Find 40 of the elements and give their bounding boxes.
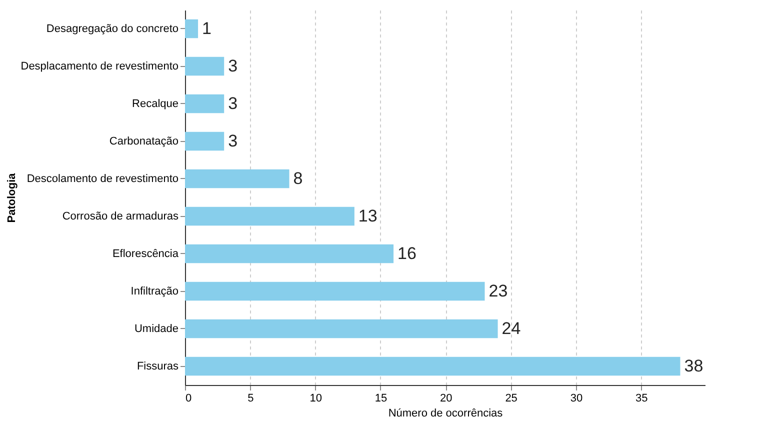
y-tick-label: Infiltração [130,285,178,298]
data-label: 13 [358,206,378,226]
bar [185,94,224,114]
x-tick-label: 10 [310,392,322,404]
y-tick-label: Descolamento de revestimento [26,172,178,185]
y-tick-label: Umidade [134,322,178,335]
y-tick-label: Desagregação do concreto [46,22,178,35]
x-tick-label: 20 [440,392,452,404]
data-label: 1 [202,18,212,38]
data-label: 3 [228,94,238,113]
data-label: 8 [293,168,303,188]
y-tick-label: Carbonatação [109,135,178,148]
data-label: 24 [502,318,521,338]
data-label: 3 [228,131,238,150]
data-label: 16 [398,244,416,263]
y-tick-label: Corrosão de armaduras [62,210,179,222]
bar [185,356,680,376]
x-axis-title: Número de ocorrências [388,408,504,420]
data-label: 3 [228,56,238,76]
x-tick-label: 5 [248,392,254,404]
data-label: 23 [488,281,508,300]
bar [185,206,354,226]
bar [185,244,394,264]
x-tick-label: 15 [374,392,388,404]
data-label: 38 [684,356,704,376]
bar [185,19,198,38]
bar [185,282,485,301]
x-tick-label: 35 [636,392,648,404]
bar [185,169,290,188]
x-tick-label: 0 [186,392,192,404]
bar [185,56,224,76]
x-tick-label: 30 [570,392,583,404]
y-tick-label: Fissuras [136,360,179,372]
y-tick-label: Recalque [132,98,178,110]
y-axis-title: Patologia [6,172,18,223]
x-tick-label: 25 [505,392,518,404]
bar [185,132,224,151]
y-tick-label: Desplacamento de revestimento [20,60,178,72]
bar [185,319,498,338]
y-tick-label: Eflorescência [112,248,180,260]
